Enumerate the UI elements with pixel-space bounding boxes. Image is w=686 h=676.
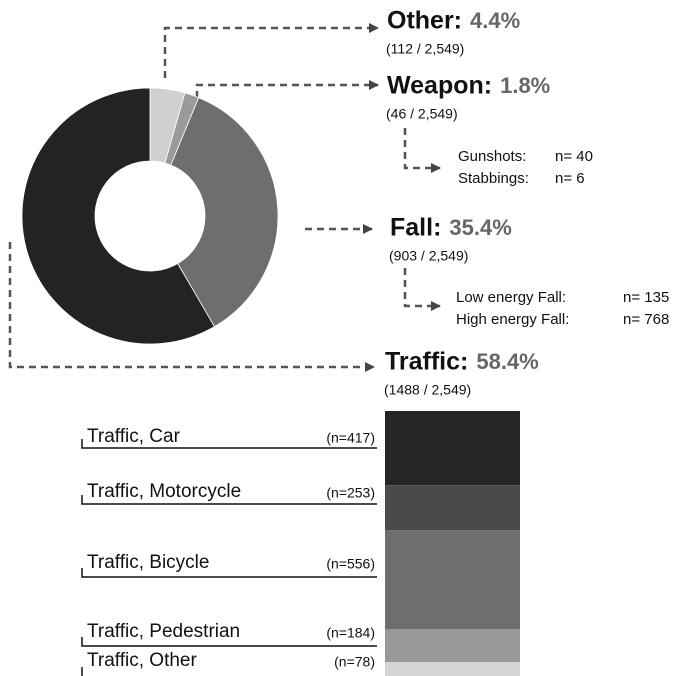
bar-label: Traffic, Bicycle	[87, 552, 209, 573]
breakdown-name: Stabbings:	[458, 170, 529, 187]
bar-value-label: (n=253)	[326, 485, 375, 501]
breakdown-count: n= 768	[623, 311, 669, 328]
label-rule	[81, 568, 377, 578]
bar-segment	[385, 662, 520, 676]
donut-slice	[170, 97, 279, 328]
slice-label: Fall:	[390, 214, 441, 242]
slice-label: Other:	[387, 7, 462, 35]
label-rule	[81, 439, 377, 449]
donut-slice	[21, 87, 216, 345]
connector	[403, 268, 441, 311]
slice-label: Weapon:	[387, 72, 492, 100]
connector	[403, 128, 441, 173]
bar-value-label: (n=556)	[326, 556, 375, 572]
breakdown-name: Gunshots:	[458, 148, 526, 165]
bar-value-label: (n=417)	[326, 430, 375, 446]
bar-segment	[385, 485, 520, 531]
label-rule	[81, 637, 377, 647]
breakdown-name: Low energy Fall:	[456, 289, 566, 306]
slice-value-label: 1.8%	[500, 73, 550, 98]
connector	[8, 242, 375, 372]
bar-label: Traffic, Pedestrian	[87, 621, 240, 642]
slice-value-label: 4.4%	[470, 8, 520, 33]
connector	[195, 80, 379, 98]
bar-segment	[385, 629, 520, 663]
slice-count: (903 / 2,549)	[389, 248, 468, 264]
breakdown-count: n= 6	[555, 170, 585, 187]
bar-label: Traffic, Motorcycle	[87, 481, 241, 502]
bar-label: Traffic, Other	[87, 650, 197, 671]
bar-segment	[385, 530, 520, 630]
slice-count: (1488 / 2,549)	[384, 382, 471, 398]
breakdown-count: n= 135	[623, 289, 669, 306]
bar-label: Traffic, Car	[87, 426, 181, 447]
label-rule	[81, 495, 377, 505]
breakdown-name: High energy Fall:	[456, 311, 569, 328]
bar-value-label: (n=78)	[334, 654, 375, 670]
slice-count: (46 / 2,549)	[386, 106, 458, 122]
slice-value-label: 58.4%	[476, 349, 538, 374]
slice-count: (112 / 2,549)	[386, 41, 464, 57]
slice-value-label: 35.4%	[449, 215, 511, 240]
connector	[163, 23, 379, 78]
slice-label: Traffic:	[385, 348, 468, 376]
bar-segment	[385, 411, 520, 486]
breakdown-count: n= 40	[555, 148, 593, 165]
connectors	[8, 23, 441, 372]
bar-value-label: (n=184)	[326, 625, 375, 641]
